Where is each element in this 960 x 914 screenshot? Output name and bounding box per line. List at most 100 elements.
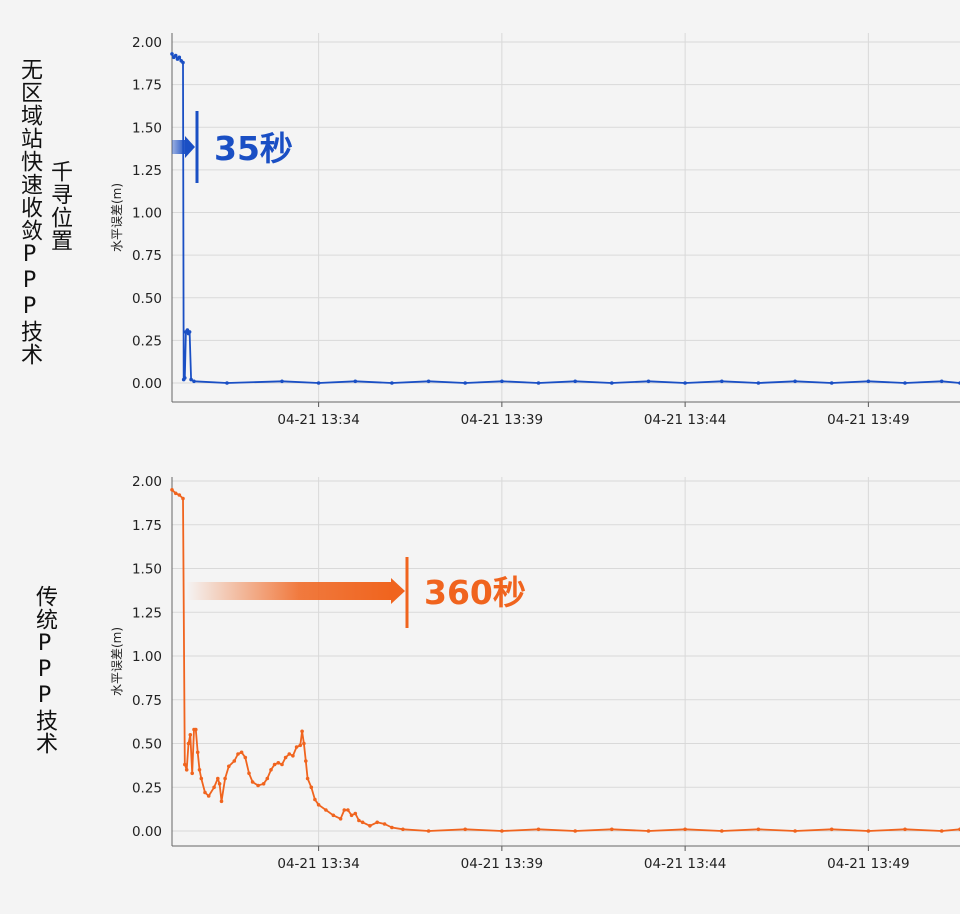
data-point [903, 381, 907, 385]
data-point [342, 808, 347, 812]
data-point [536, 381, 541, 385]
data-point [390, 381, 394, 385]
y-tick-label: 0.75 [132, 693, 162, 709]
data-point [272, 762, 277, 767]
plot-background [172, 33, 960, 402]
data-point [250, 780, 255, 784]
data-point [227, 764, 231, 769]
data-point [239, 750, 244, 755]
data-point [203, 790, 207, 795]
data-point [183, 376, 187, 380]
data-point [426, 379, 431, 384]
data-point [188, 733, 193, 737]
data-point [683, 381, 687, 385]
data-point [382, 822, 387, 826]
data-point [280, 379, 284, 384]
data-point [309, 785, 314, 790]
data-point [331, 813, 336, 818]
data-point [232, 759, 237, 763]
data-point [829, 381, 834, 385]
data-point [426, 829, 431, 833]
y-tick-label: 1.50 [132, 562, 162, 578]
data-point [573, 829, 577, 833]
data-point [170, 52, 174, 56]
data-point [346, 808, 350, 812]
data-point [353, 379, 358, 384]
data-point [368, 824, 372, 828]
data-point [194, 727, 198, 732]
data-point [212, 785, 216, 790]
data-point [187, 330, 192, 334]
data-point [189, 377, 193, 382]
data-point [463, 381, 468, 385]
data-point [181, 60, 185, 65]
y-tick-label: 2.00 [132, 35, 162, 51]
data-point [375, 820, 380, 825]
data-point [720, 829, 724, 833]
x-tick-label: 04-21 13:49 [827, 412, 909, 428]
y-tick-label: 1.25 [132, 163, 162, 179]
data-point [302, 741, 306, 746]
data-point [304, 759, 308, 763]
data-point [173, 491, 178, 496]
y-tick-label: 2.00 [132, 474, 162, 490]
data-point [181, 496, 185, 501]
data-point [283, 755, 288, 760]
x-tick-label: 04-21 13:44 [644, 412, 726, 428]
data-point [390, 825, 394, 830]
data-point [276, 761, 281, 765]
data-point [287, 752, 292, 756]
data-point [536, 827, 541, 832]
data-point [463, 827, 468, 832]
data-point [219, 799, 224, 804]
data-point [939, 829, 944, 833]
data-point [903, 827, 907, 832]
data-point [291, 754, 295, 758]
data-point [199, 776, 204, 781]
method-label-top-technique: 无区域站快速收敛PPP技术 [17, 58, 42, 366]
x-tick-label: 04-21 13:49 [827, 856, 909, 872]
data-point [294, 745, 299, 749]
data-point [261, 782, 266, 786]
data-point [316, 381, 321, 385]
data-point [756, 827, 761, 832]
data-point [349, 813, 354, 818]
data-point [756, 381, 761, 385]
data-point [793, 829, 797, 833]
convergence-arrow-head [185, 136, 195, 158]
data-point [190, 771, 194, 776]
data-point [223, 776, 227, 781]
data-point [186, 741, 191, 746]
x-tick-label: 04-21 13:39 [461, 856, 543, 872]
data-point [225, 381, 229, 385]
y-axis-label: 水平误差(m) [110, 627, 124, 696]
data-point [269, 768, 273, 772]
data-point [177, 55, 182, 60]
method-label-bottom-technique: 传统PPP技术 [32, 585, 57, 755]
data-point [192, 379, 196, 384]
y-tick-label: 1.50 [132, 120, 162, 136]
data-point [324, 808, 328, 812]
data-point [793, 379, 797, 384]
data-point [217, 782, 222, 786]
data-point [265, 776, 270, 781]
data-point [500, 829, 504, 833]
data-point [247, 771, 251, 776]
data-point [500, 379, 504, 384]
y-tick-label: 1.75 [132, 78, 162, 94]
data-point [183, 762, 187, 767]
y-tick-label: 1.75 [132, 518, 162, 534]
y-tick-label: 1.00 [132, 206, 162, 222]
method-label-top-company: 千寻位置 [47, 160, 72, 252]
data-point [939, 379, 944, 384]
data-point [610, 827, 614, 832]
data-point [866, 829, 871, 833]
data-point [646, 379, 651, 384]
plot-background [172, 477, 960, 846]
data-point [216, 776, 220, 781]
y-tick-label: 0.50 [132, 737, 162, 753]
data-point [256, 783, 260, 788]
x-tick-label: 04-21 13:34 [277, 856, 359, 872]
x-tick-label: 04-21 13:44 [644, 856, 726, 872]
